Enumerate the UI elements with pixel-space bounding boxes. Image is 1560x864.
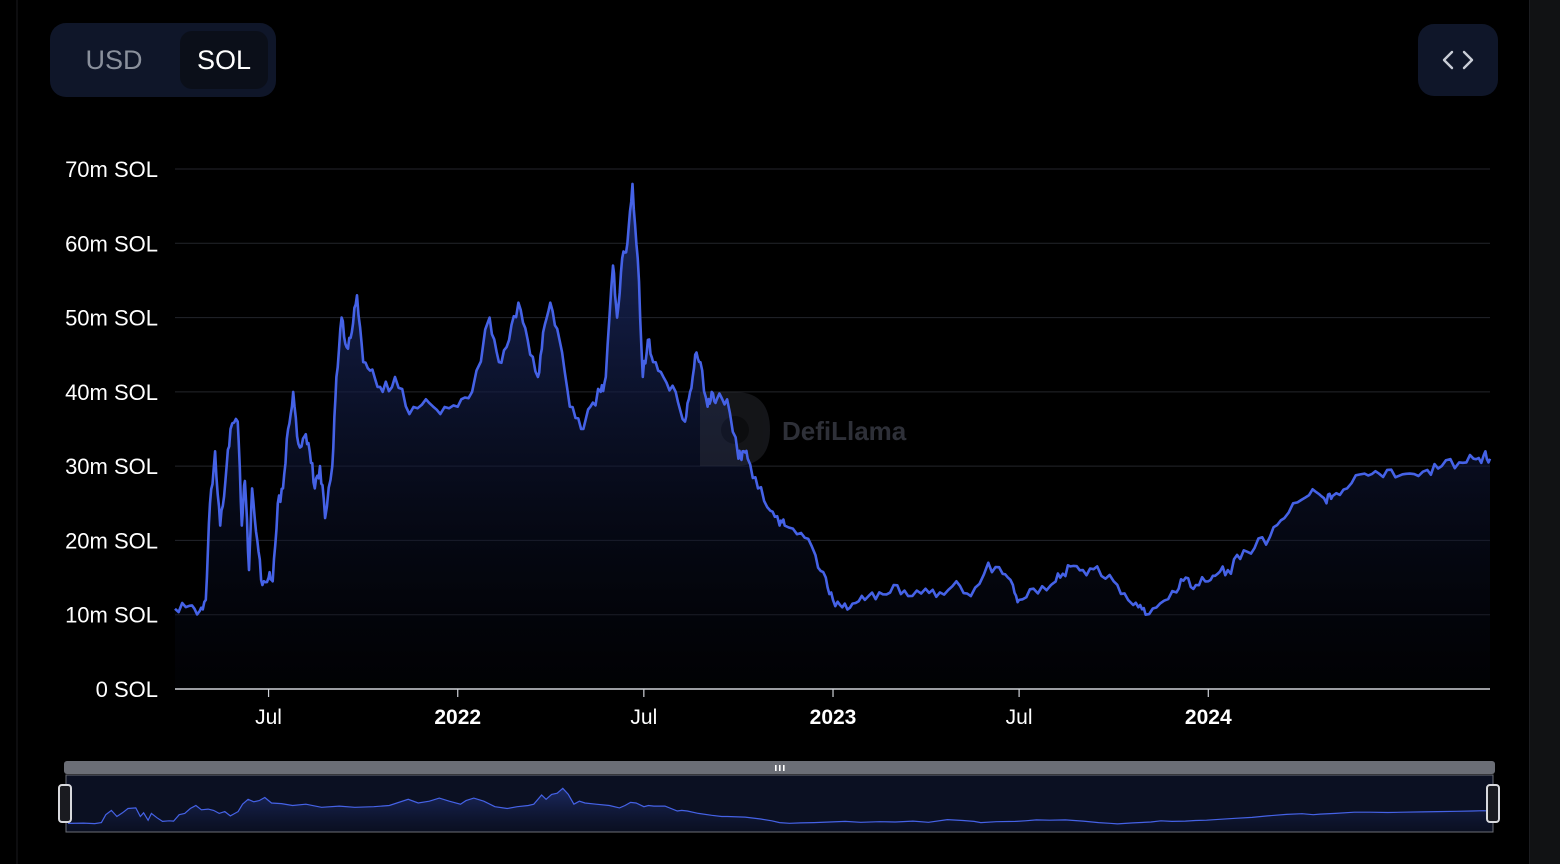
usd-toggle-button[interactable]: USD: [85, 45, 143, 75]
range-slider-grip-icon: [775, 765, 785, 771]
preview-line: [67, 787, 1491, 825]
left-border: [16, 0, 18, 864]
preview-area: [68, 788, 1490, 830]
y-tick-label: 60m SOL: [65, 231, 158, 256]
range-slider-preview: [67, 787, 1491, 830]
x-tick-label: Jul: [630, 706, 657, 729]
x-tick-label: Jul: [1006, 706, 1033, 729]
y-axis-labels: 0 SOL 10m SOL 20m SOL 30m SOL 40m SOL 50m SOL…: [65, 157, 158, 702]
x-tick-label: 2024: [1185, 706, 1232, 729]
code-icon: [1442, 50, 1474, 70]
series-area-fill: [175, 183, 1490, 689]
x-tick-label: 2023: [810, 706, 857, 729]
watermark-text: DefiLlama: [782, 416, 907, 446]
x-tick-label: Jul: [255, 706, 282, 729]
defillama-logo-icon: [700, 392, 770, 466]
series-area: [175, 183, 1490, 689]
y-tick-label: 40m SOL: [65, 380, 158, 405]
y-tick-label: 0 SOL: [96, 677, 158, 702]
series-line: [174, 182, 1492, 616]
range-slider[interactable]: [58, 761, 1500, 833]
range-slider-right-handle[interactable]: [1486, 784, 1500, 823]
embed-code-button[interactable]: [1418, 24, 1498, 96]
watermark: DefiLlama: [700, 392, 907, 466]
y-tick-label: 30m SOL: [65, 454, 158, 479]
y-tick-label: 20m SOL: [65, 528, 158, 553]
currency-toggle: USD SOL: [50, 23, 276, 97]
sol-toggle-button[interactable]: SOL: [180, 31, 268, 89]
y-tick-label: 10m SOL: [65, 603, 158, 628]
x-tick-label: 2022: [434, 706, 481, 729]
y-tick-label: 50m SOL: [65, 306, 158, 331]
page-scrollbar-gutter: [1529, 0, 1560, 864]
x-axis-labels: Jul 2022 Jul 2023 Jul 2024: [255, 689, 1232, 729]
series-line-path: [174, 182, 1492, 616]
y-tick-label: 70m SOL: [65, 157, 158, 182]
range-slider-left-handle[interactable]: [58, 784, 72, 823]
